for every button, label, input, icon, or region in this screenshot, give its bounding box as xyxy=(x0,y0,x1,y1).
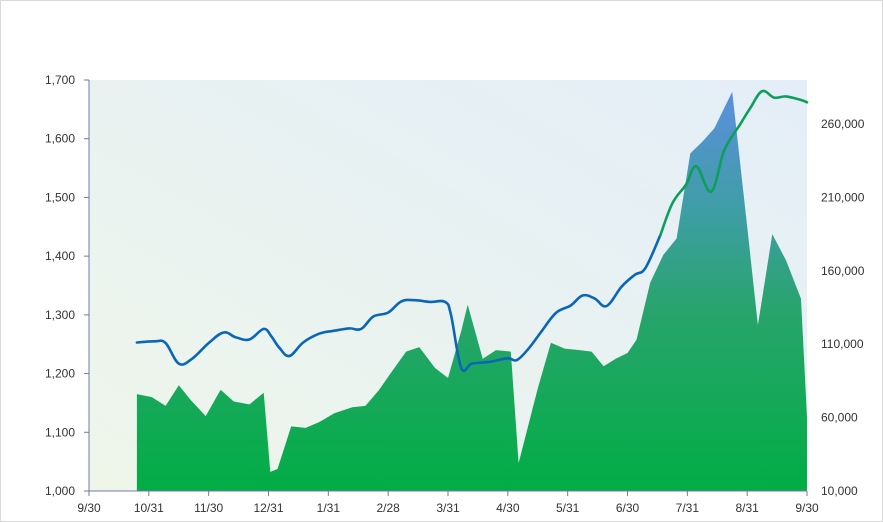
left-axis-tick-label: 1,300 xyxy=(45,308,75,322)
x-axis-tick-label: 11/30 xyxy=(194,501,223,515)
left-axis-tick-label: 1,000 xyxy=(45,484,75,498)
line-series-1 xyxy=(135,233,662,373)
area-series xyxy=(136,91,807,491)
x-axis-tick-label: 8/31 xyxy=(735,501,759,515)
right-axis-tick-label: 160,000 xyxy=(821,264,865,278)
x-axis-tick-label: 9/30 xyxy=(795,501,819,515)
x-axis-tick-label: 6/30 xyxy=(616,501,640,515)
right-axis-tick-label: 260,000 xyxy=(821,117,865,131)
left-axis-tick-label: 1,600 xyxy=(45,132,75,146)
x-axis-tick-label: 5/31 xyxy=(556,501,580,515)
left-axis-tick-label: 1,200 xyxy=(45,367,75,381)
x-axis-tick-label: 4/30 xyxy=(496,501,520,515)
left-axis-tick-label: 1,100 xyxy=(45,425,75,439)
x-axis-tick-label: 3/31 xyxy=(436,501,460,515)
x-axis-tick-label: 9/30 xyxy=(77,501,101,515)
line-series-2 xyxy=(659,89,809,237)
x-axis-tick-label: 12/31 xyxy=(253,501,283,515)
right-axis-tick-label: 60,000 xyxy=(821,411,858,425)
left-axis-tick-label: 1,400 xyxy=(45,249,75,263)
x-axis-tick-label: 2/28 xyxy=(376,501,400,515)
x-axis-tick-label: 7/31 xyxy=(676,501,700,515)
right-axis-tick-label: 210,000 xyxy=(821,190,865,204)
x-axis-tick-label: 10/31 xyxy=(134,501,164,515)
right-axis-tick-label: 10,000 xyxy=(821,484,858,498)
x-axis-tick-label: 1/31 xyxy=(317,501,341,515)
left-axis-tick-label: 1,700 xyxy=(45,73,75,87)
right-axis-tick-label: 110,000 xyxy=(821,337,864,351)
left-axis-tick-label: 1,500 xyxy=(45,190,75,204)
